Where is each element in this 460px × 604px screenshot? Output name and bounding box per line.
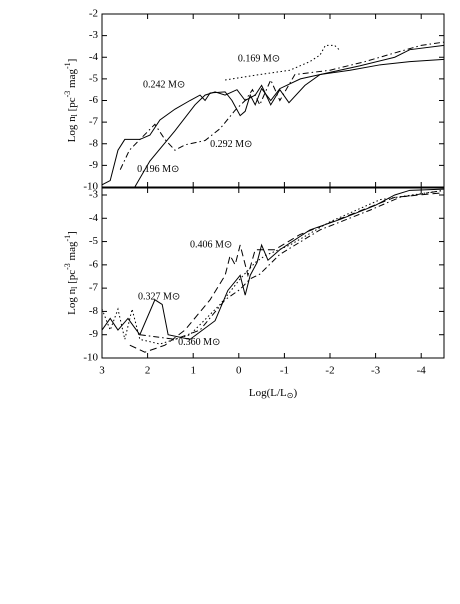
axis-label-part: ] <box>66 59 78 63</box>
axis-label-part: [pc <box>66 97 78 114</box>
annotation: 0.196 M⊙ <box>137 164 179 175</box>
data-line <box>101 44 445 186</box>
y-tick-label: -10 <box>83 352 98 364</box>
data-line <box>119 41 445 170</box>
y-tick-label: -5 <box>89 235 99 247</box>
annotation: 0.169 M⊙ <box>238 54 280 65</box>
y-tick-label: -8 <box>89 305 99 317</box>
y-tick-label: -6 <box>89 258 99 270</box>
axis-label-part: ⊙ <box>287 391 294 400</box>
axis-label-part: Log(L/L <box>249 387 287 399</box>
y-tick-label: -9 <box>89 159 99 171</box>
axis-label: Log nl [pc-3 mag-1] <box>63 231 79 315</box>
annotation: 0.242 M⊙ <box>143 80 185 91</box>
y-tick-label: -8 <box>89 137 99 149</box>
y-tick-label: -2 <box>89 8 98 20</box>
axis-label-part: [pc <box>66 270 78 287</box>
data-line <box>134 58 445 188</box>
axis-label: Log nl [pc-3 mag-1] <box>63 59 79 143</box>
y-tick-label: -4 <box>89 51 99 63</box>
axis-label: Log(L/L⊙) <box>249 387 298 400</box>
data-line <box>101 189 445 345</box>
annotation: 0.406 M⊙ <box>190 239 232 250</box>
data-line <box>139 189 445 340</box>
x-tick-label: -1 <box>280 365 289 377</box>
y-tick-label: -6 <box>89 94 99 106</box>
data-line <box>225 44 340 81</box>
data-line <box>101 188 445 340</box>
axis-label-part: ] <box>66 231 78 235</box>
axis-label-part: Log n <box>66 288 78 314</box>
axis-label-part: mag <box>66 241 78 263</box>
axis-label-part: Log n <box>66 116 78 142</box>
y-tick-label: -7 <box>89 282 99 294</box>
annotation: 0.327 M⊙ <box>138 292 180 303</box>
y-tick-label: -3 <box>89 189 99 201</box>
axis-label-part: mag <box>66 68 78 90</box>
axis-label-part: ) <box>293 387 297 399</box>
y-tick-label: -10 <box>83 181 98 193</box>
x-tick-label: 2 <box>145 365 151 377</box>
y-tick-label: -7 <box>89 116 99 128</box>
axis-label-part: -3 <box>63 91 72 98</box>
x-tick-label: 1 <box>190 365 196 377</box>
y-tick-label: -3 <box>89 29 99 41</box>
x-tick-label: 0 <box>236 365 242 377</box>
x-tick-label: -3 <box>371 365 381 377</box>
axis-label-part: -1 <box>63 235 72 242</box>
annotation: 0.360 M⊙ <box>178 337 220 348</box>
y-tick-label: -4 <box>89 212 99 224</box>
x-tick-label: -4 <box>417 365 427 377</box>
data-line <box>129 192 445 353</box>
axis-label-part: l <box>70 286 79 289</box>
axis-label-part: l <box>70 113 79 116</box>
x-tick-label: 3 <box>99 365 105 377</box>
y-tick-label: -9 <box>89 328 99 340</box>
plot-frame <box>101 187 445 359</box>
y-tick-label: -5 <box>89 72 99 84</box>
axis-label-part: -1 <box>63 62 72 69</box>
axis-label-part: -3 <box>63 263 72 270</box>
annotation: 0.292 M⊙ <box>210 139 252 150</box>
x-tick-label: -2 <box>325 365 334 377</box>
